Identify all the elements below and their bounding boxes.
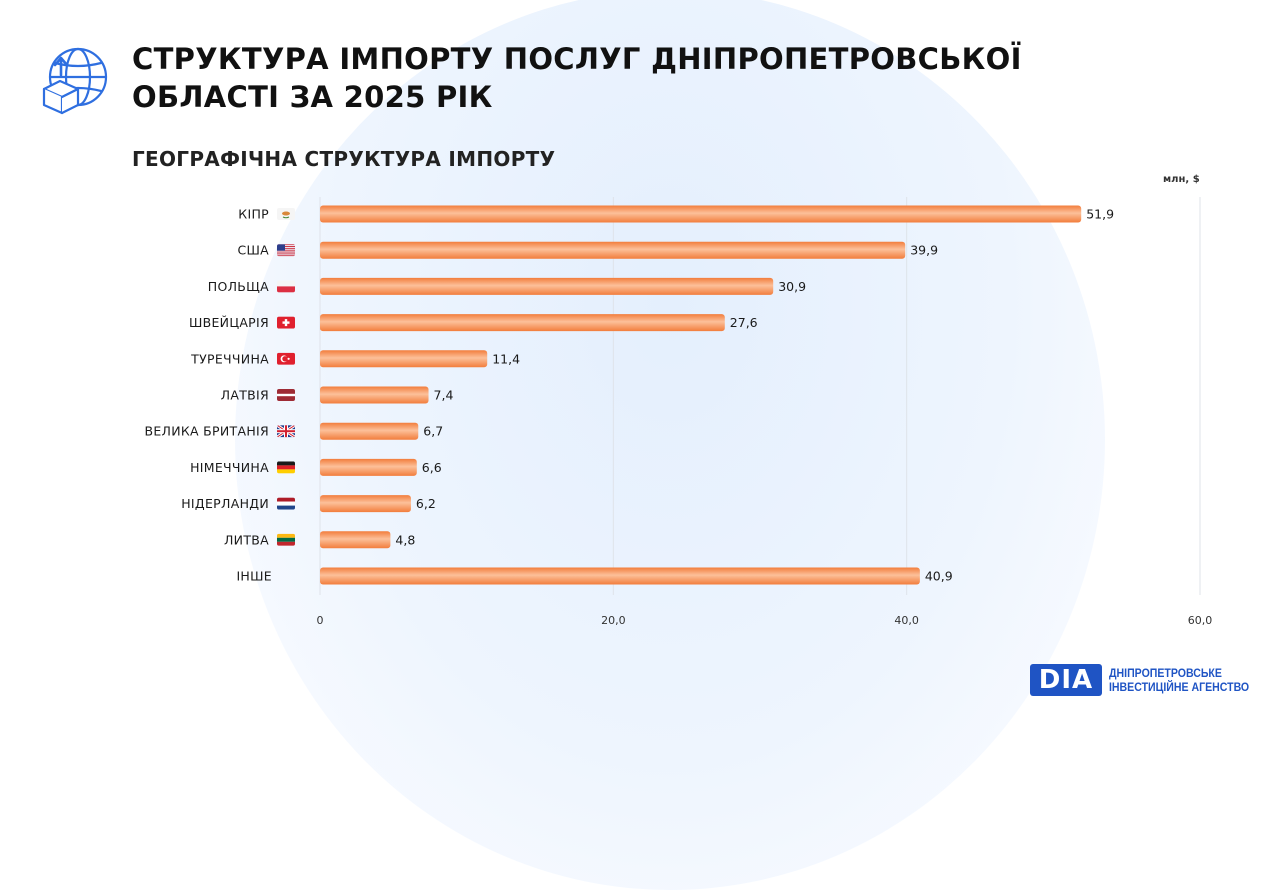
bar-chart: 0 20,0 40,0 60,0 51,9 КІПР 39,9 США 30,9 ПОЛЬЩА 27… [144, 197, 1212, 628]
bar [320, 386, 429, 404]
brand-mark: DIA [1030, 664, 1102, 696]
bar [320, 458, 417, 476]
data-label: 39,9 [910, 243, 938, 258]
latvia-flag [277, 389, 295, 401]
x-tick-label: 60,0 [1188, 614, 1213, 627]
poland-flag [277, 280, 295, 293]
netherlands-flag [277, 497, 295, 510]
x-tick-label: 0 [317, 614, 324, 627]
brand-line-2: ІНВЕСТИЦІЙНЕ АГЕНСТВО [1109, 680, 1250, 694]
bar [320, 314, 725, 332]
bar [320, 531, 391, 549]
switzerland-flag [277, 316, 295, 329]
category-label: НІДЕРЛАНДИ [181, 496, 269, 511]
data-label: 11,4 [492, 351, 520, 366]
bar [320, 495, 411, 513]
bars [320, 205, 1082, 585]
x-tick-label: 20,0 [601, 614, 626, 627]
category-label: ВЕЛИКА БРИТАНІЯ [144, 424, 269, 439]
category-label: КІПР [238, 207, 269, 222]
germany-flag [277, 461, 295, 474]
data-label: 4,8 [395, 532, 415, 547]
bar [320, 350, 488, 368]
bar [320, 241, 906, 259]
lithuania-flag [277, 533, 295, 546]
data-label: 7,4 [434, 388, 454, 403]
cyprus-flag [277, 208, 295, 220]
bar [320, 277, 774, 295]
data-label: 51,9 [1086, 207, 1114, 222]
category-label: ЛАТВІЯ [221, 388, 269, 403]
data-label: 40,9 [925, 569, 953, 584]
category-label: США [237, 243, 269, 258]
data-label: 30,9 [778, 279, 806, 294]
turkey-flag [277, 352, 295, 365]
globe-box-upload-icon [42, 47, 108, 115]
data-label: 6,2 [416, 496, 436, 511]
bar [320, 422, 419, 440]
uk-flag [277, 425, 295, 438]
brand-logo: DIA ДНІПРОПЕТРОВСЬКЕ ІНВЕСТИЦІЙНЕ АГЕНСТ… [1030, 660, 1250, 700]
page-title: СТРУКТУРА ІМПОРТУ ПОСЛУГ ДНІПРОПЕТРОВСЬК… [132, 42, 1022, 114]
bar [320, 205, 1082, 223]
category-label: ЛИТВА [224, 532, 269, 547]
labels: 0 20,0 40,0 60,0 51,9 КІПР 39,9 США 30,9 ПОЛЬЩА 27… [144, 207, 1212, 628]
grid-lines [319, 197, 1201, 595]
category-label: ТУРЕЧЧИНА [190, 351, 269, 366]
category-label: ПОЛЬЩА [208, 279, 269, 294]
bar [320, 567, 920, 585]
data-label: 27,6 [730, 315, 758, 330]
category-label: ІНШЕ [236, 569, 272, 584]
usa-flag [277, 244, 295, 257]
brand-name: ДНІПРОПЕТРОВСЬКЕ ІНВЕСТИЦІЙНЕ АГЕНСТВО [1109, 666, 1259, 694]
data-label: 6,6 [422, 460, 442, 475]
category-label: НІМЕЧЧИНА [190, 460, 269, 475]
data-label: 6,7 [423, 424, 443, 439]
unit-label: млн, $ [1163, 174, 1200, 185]
category-label: ШВЕЙЦАРІЯ [189, 315, 269, 330]
chart-subtitle: ГЕОГРАФІЧНА СТРУКТУРА ІМПОРТУ [132, 147, 556, 171]
x-tick-label: 40,0 [894, 614, 919, 627]
brand-line-1: ДНІПРОПЕТРОВСЬКЕ [1109, 666, 1222, 680]
